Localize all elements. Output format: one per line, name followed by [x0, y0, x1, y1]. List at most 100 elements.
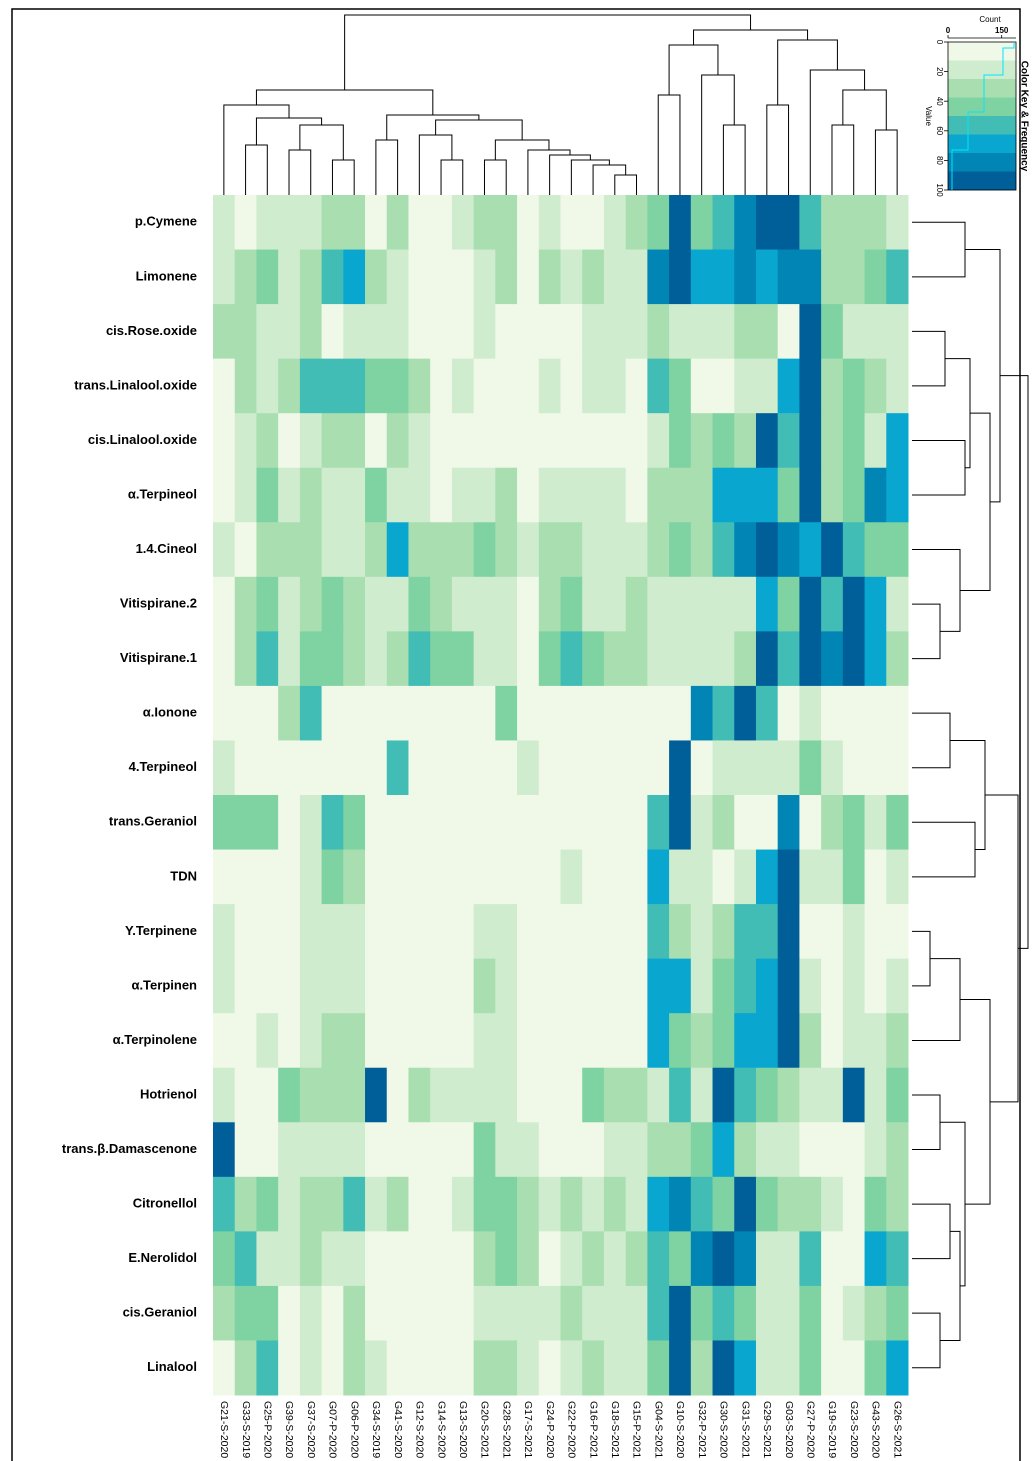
heat-cell [451, 795, 475, 851]
heat-cell [712, 467, 735, 523]
heat-cell [451, 1176, 475, 1232]
column-label: G13-S-2020 [457, 1401, 469, 1458]
column-label: G17-S-2021 [522, 1401, 534, 1458]
key-count-tick-label: 0 [946, 26, 951, 35]
heat-cell [560, 958, 583, 1014]
heat-cell [647, 849, 670, 905]
heat-cell [278, 304, 301, 360]
heat-cell [430, 1176, 453, 1232]
heat-cell [386, 740, 409, 796]
heat-cell [625, 576, 648, 632]
key-bin [948, 79, 1016, 98]
heat-cell [321, 1122, 344, 1178]
heat-cell [256, 304, 279, 360]
heat-cell [712, 685, 735, 741]
heat-cell [299, 904, 323, 960]
heat-cell [777, 1340, 800, 1396]
heat-cell [408, 1176, 431, 1232]
heat-cell [343, 1231, 366, 1287]
heat-cell [430, 631, 453, 687]
key-bin [948, 153, 1016, 172]
heat-cell [408, 1285, 431, 1341]
heat-cell [408, 795, 431, 851]
heat-cell [321, 304, 344, 360]
heat-cell [495, 1122, 518, 1178]
heat-cell [451, 740, 475, 796]
heat-cell [234, 413, 257, 469]
heat-cell [495, 1067, 518, 1123]
heat-cell [821, 249, 844, 305]
heat-cell [256, 904, 279, 960]
heat-cell [278, 1176, 301, 1232]
heat-cell [603, 576, 627, 632]
heat-cell [864, 1122, 887, 1178]
heat-cell [734, 631, 757, 687]
heat-cell [647, 195, 670, 251]
heat-cell [538, 1122, 561, 1178]
heat-cell [299, 1122, 323, 1178]
heat-cell [603, 358, 627, 414]
heat-cell [777, 522, 800, 578]
heat-cell [299, 1176, 323, 1232]
heat-cell [690, 1013, 714, 1069]
column-label: G26-S-2021 [891, 1401, 903, 1458]
heat-cell [864, 413, 887, 469]
heat-cell [625, 685, 648, 741]
heat-cell [495, 1340, 518, 1396]
key-bin [948, 116, 1016, 135]
column-label: G14-S-2020 [435, 1401, 447, 1458]
column-label: G12-S-2020 [414, 1401, 426, 1458]
heat-cell [690, 685, 714, 741]
heat-cell [560, 631, 583, 687]
heat-cell [603, 958, 627, 1014]
heat-cell [734, 413, 757, 469]
heat-cell [799, 1231, 822, 1287]
heat-cell [365, 467, 388, 523]
heat-cell [256, 740, 279, 796]
heat-cell [864, 1067, 887, 1123]
heat-cell [842, 631, 866, 687]
heat-cell [690, 1285, 714, 1341]
heat-cell [886, 576, 909, 632]
heat-cell [582, 195, 605, 251]
heat-cell [777, 413, 800, 469]
heat-cell [864, 249, 887, 305]
heat-cell [365, 576, 388, 632]
heat-cell [603, 195, 627, 251]
heat-cell [365, 1340, 388, 1396]
heat-cell [538, 958, 561, 1014]
heat-cell [669, 1176, 692, 1232]
heat-cell [408, 249, 431, 305]
heat-cell [234, 1231, 257, 1287]
heat-cell [669, 795, 692, 851]
heat-cell [582, 1013, 605, 1069]
heat-cell [451, 522, 475, 578]
heat-cell [842, 740, 866, 796]
heat-cell [256, 358, 279, 414]
heat-cell [886, 740, 909, 796]
heat-cell [625, 795, 648, 851]
heat-cell [386, 249, 409, 305]
heat-cell [408, 1122, 431, 1178]
heat-cell [430, 522, 453, 578]
heat-cell [560, 1122, 583, 1178]
column-label: G20-S-2021 [479, 1401, 491, 1458]
heat-cell [365, 249, 388, 305]
heat-cell [821, 1122, 844, 1178]
heat-cell [234, 740, 257, 796]
heat-cell [842, 1285, 866, 1341]
heat-cell [582, 358, 605, 414]
heat-cell [365, 795, 388, 851]
heat-cell [256, 413, 279, 469]
heat-cell [299, 740, 323, 796]
heat-cell [842, 195, 866, 251]
heat-cell [213, 522, 236, 578]
heat-cell [603, 1340, 627, 1396]
heat-cell [430, 1013, 453, 1069]
heat-cell [560, 576, 583, 632]
heat-cell [669, 958, 692, 1014]
column-label: G22-P-2020 [566, 1401, 578, 1458]
key-tick-label: 40 [935, 97, 944, 106]
heat-cell [625, 195, 648, 251]
heat-cell [886, 631, 909, 687]
